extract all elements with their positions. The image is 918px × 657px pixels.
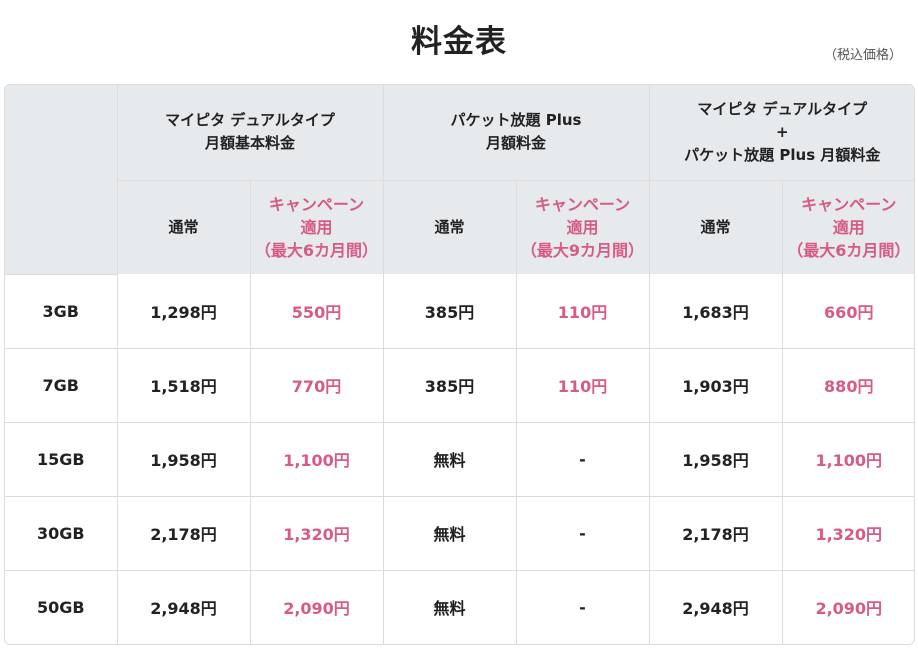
table-row: 15GB 1,958円 1,100円 無料 - 1,958円 1,100円 — [5, 421, 914, 497]
table-row: 50GB 2,948円 2,090円 無料 - 2,948円 2,090円 — [5, 569, 914, 644]
corner-header-cell — [5, 85, 118, 275]
price-cell: 1,958円 — [648, 421, 783, 497]
price-cell: 2,948円 — [116, 569, 251, 644]
campaign-price-cell: 2,090円 — [781, 569, 914, 644]
campaign-period: （最大6カ月間） — [254, 240, 379, 260]
price-cell: 無料 — [382, 495, 517, 571]
subheader-campaign: キャンペーン 適用 （最大6カ月間） — [249, 179, 384, 274]
campaign-price-cell: 880円 — [781, 347, 914, 423]
campaign-label: 適用 — [832, 217, 865, 237]
price-cell: 385円 — [382, 347, 517, 423]
campaign-price-cell: 2,090円 — [249, 569, 384, 644]
subheader-regular: 通常 — [117, 179, 251, 274]
campaign-label: 適用 — [300, 217, 333, 237]
subheader-regular: 通常 — [382, 179, 517, 274]
plan-cell: 30GB — [5, 495, 118, 571]
price-table-container: マイピタ デュアルタイプ 月額基本料金 パケット放題 Plus 月額料金 マイピ… — [4, 84, 915, 645]
campaign-price-cell: 770円 — [249, 347, 384, 423]
campaign-label: 適用 — [566, 217, 599, 237]
price-cell: 2,178円 — [648, 495, 783, 571]
campaign-period: （最大6カ月間） — [787, 240, 911, 260]
campaign-price-cell: 110円 — [515, 274, 650, 349]
price-cell: 2,948円 — [648, 569, 783, 644]
campaign-price-cell: 1,320円 — [781, 495, 914, 571]
campaign-price-cell: - — [515, 421, 650, 497]
campaign-label: キャンペーン — [801, 194, 897, 214]
group-header-combined: マイピタ デュアルタイプ + パケット放題 Plus 月額料金 — [648, 85, 914, 181]
campaign-price-cell: 1,100円 — [249, 421, 384, 497]
price-cell: 無料 — [382, 421, 517, 497]
price-cell: 385円 — [382, 274, 517, 349]
price-cell: 1,683円 — [648, 274, 783, 349]
campaign-label: キャンペーン — [534, 194, 631, 214]
subheader-campaign: キャンペーン 適用 （最大6カ月間） — [781, 179, 914, 274]
page-title: 料金表 — [411, 24, 507, 60]
group-header-line: マイピタ デュアルタイプ — [165, 111, 335, 130]
plan-cell: 7GB — [5, 347, 118, 423]
subheader-campaign: キャンペーン 適用 （最大9カ月間） — [515, 179, 650, 274]
subheader-regular: 通常 — [648, 179, 783, 274]
plan-cell: 3GB — [5, 274, 118, 349]
group-header-line: パケット放題 Plus 月額料金 — [684, 145, 881, 164]
campaign-price-cell: 110円 — [515, 347, 650, 423]
group-header-base: マイピタ デュアルタイプ 月額基本料金 — [116, 85, 384, 181]
campaign-period: （最大9カ月間） — [520, 240, 645, 260]
group-header-line: マイピタ デュアルタイプ — [697, 99, 868, 118]
tax-note: （税込価格） — [823, 48, 902, 63]
campaign-price-cell: 660円 — [781, 274, 914, 349]
table-row: 30GB 2,178円 1,320円 無料 - 2,178円 1,320円 — [5, 495, 914, 571]
price-cell: 1,518円 — [116, 347, 251, 423]
campaign-price-cell: 1,100円 — [781, 421, 914, 497]
price-cell: 1,298円 — [116, 274, 251, 349]
campaign-price-cell: - — [515, 495, 650, 571]
group-header-line: パケット放題 Plus — [450, 111, 582, 130]
plan-cell: 50GB — [5, 569, 118, 644]
group-header-line: 月額基本料金 — [204, 134, 295, 153]
table-row: 3GB 1,298円 550円 385円 110円 1,683円 660円 — [5, 274, 914, 349]
campaign-label: キャンペーン — [268, 194, 365, 214]
campaign-price-cell: - — [515, 569, 650, 644]
price-cell: 2,178円 — [116, 495, 251, 571]
price-cell: 1,903円 — [648, 347, 783, 423]
campaign-price-cell: 550円 — [249, 274, 384, 349]
group-header-line: + — [775, 122, 789, 141]
table-row: 7GB 1,518円 770円 385円 110円 1,903円 880円 — [5, 347, 914, 423]
price-table: マイピタ デュアルタイプ 月額基本料金 パケット放題 Plus 月額料金 マイピ… — [5, 85, 914, 644]
group-header-line: 月額料金 — [485, 134, 546, 153]
plan-cell: 15GB — [5, 421, 118, 497]
price-cell: 無料 — [382, 569, 517, 644]
group-header-packet: パケット放題 Plus 月額料金 — [382, 85, 650, 181]
price-cell: 1,958円 — [116, 421, 251, 497]
campaign-price-cell: 1,320円 — [249, 495, 384, 571]
